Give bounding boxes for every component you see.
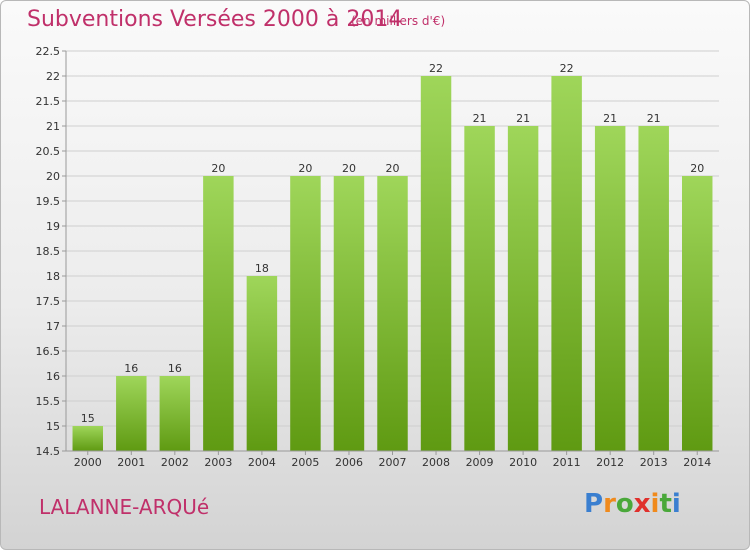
x-tick-label-2002: 2002 <box>161 456 189 469</box>
y-tick-label: 20 <box>46 170 60 183</box>
y-tick-label: 17.5 <box>36 295 61 308</box>
logo-letter: t <box>659 489 672 519</box>
data-label-2011: 22 <box>560 62 574 75</box>
bar-2004 <box>246 276 278 451</box>
y-tick-label: 21.5 <box>36 95 61 108</box>
data-label-2007: 20 <box>386 162 400 175</box>
x-tick-label-2003: 2003 <box>204 456 232 469</box>
logo-letter: o <box>615 489 634 519</box>
y-tick-label: 22.5 <box>36 45 61 58</box>
data-label-2012: 21 <box>603 112 617 125</box>
data-label-2009: 21 <box>473 112 487 125</box>
logo-letter: i <box>650 489 660 519</box>
x-tick-label-2011: 2011 <box>553 456 581 469</box>
data-label-2014: 20 <box>690 162 704 175</box>
bar-2009 <box>464 126 495 451</box>
bar-2002 <box>159 376 191 451</box>
bar-2003 <box>203 176 234 451</box>
bar-2012 <box>594 126 626 451</box>
bar-2001 <box>116 376 147 451</box>
y-tick-label: 18.5 <box>36 245 61 258</box>
y-tick-label: 16 <box>46 370 60 383</box>
bar-2010 <box>507 126 539 451</box>
logo-letter: P <box>584 489 604 519</box>
bar-2006 <box>333 176 365 451</box>
chart-subtitle: (en milliers d'€) <box>351 14 446 28</box>
y-tick-label: 21 <box>46 120 60 133</box>
bar-2005 <box>290 176 321 451</box>
y-tick-label: 14.5 <box>36 445 61 458</box>
chart-title: Subventions Versées 2000 à 2014 <box>27 7 403 32</box>
y-tick-label: 22 <box>46 70 60 83</box>
y-tick-label: 18 <box>46 270 60 283</box>
bar-2007 <box>377 176 408 451</box>
data-label-2001: 16 <box>124 362 138 375</box>
bar-2000 <box>72 426 104 451</box>
data-label-2006: 20 <box>342 162 356 175</box>
bar-2013 <box>638 126 669 451</box>
data-label-2005: 20 <box>298 162 312 175</box>
y-tick-label: 19 <box>46 220 60 233</box>
y-tick-label: 16.5 <box>36 345 61 358</box>
logo-letter: x <box>633 489 651 519</box>
y-tick-label: 15 <box>46 420 60 433</box>
proxiti-logo: Proxiti <box>584 489 681 519</box>
data-label-2008: 22 <box>429 62 443 75</box>
bar-2014 <box>681 176 713 451</box>
data-label-2010: 21 <box>516 112 530 125</box>
x-tick-label-2009: 2009 <box>466 456 494 469</box>
bar-2008 <box>420 76 452 451</box>
y-tick-label: 20.5 <box>36 145 61 158</box>
place-name: LALANNE-ARQUé <box>39 495 210 519</box>
logo-letter: r <box>603 489 616 519</box>
y-tick-label: 19.5 <box>36 195 61 208</box>
data-label-2003: 20 <box>211 162 225 175</box>
y-tick-label: 17 <box>46 320 60 333</box>
logo-letter: i <box>671 489 681 519</box>
x-tick-label-2000: 2000 <box>74 456 102 469</box>
data-label-2013: 21 <box>647 112 661 125</box>
data-label-2000: 15 <box>81 412 95 425</box>
data-label-2002: 16 <box>168 362 182 375</box>
x-tick-label-2006: 2006 <box>335 456 363 469</box>
x-tick-label-2013: 2013 <box>640 456 668 469</box>
x-tick-label-2008: 2008 <box>422 456 450 469</box>
y-tick-label: 15.5 <box>36 395 61 408</box>
x-tick-label-2010: 2010 <box>509 456 537 469</box>
data-label-2004: 18 <box>255 262 269 275</box>
bar-2011 <box>551 76 582 451</box>
x-tick-label-2014: 2014 <box>683 456 711 469</box>
x-tick-label-2001: 2001 <box>117 456 145 469</box>
x-tick-label-2005: 2005 <box>291 456 319 469</box>
x-tick-label-2004: 2004 <box>248 456 276 469</box>
x-tick-label-2012: 2012 <box>596 456 624 469</box>
x-tick-label-2007: 2007 <box>379 456 407 469</box>
